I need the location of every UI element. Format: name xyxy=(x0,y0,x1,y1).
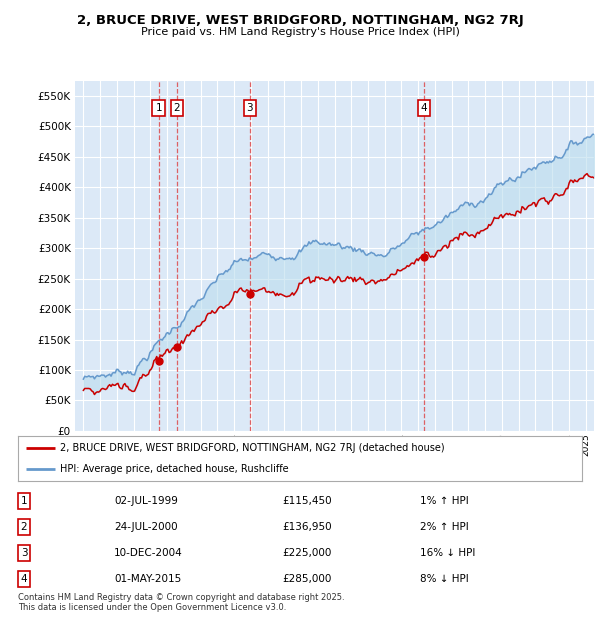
Text: £136,950: £136,950 xyxy=(282,522,332,532)
Text: 2, BRUCE DRIVE, WEST BRIDGFORD, NOTTINGHAM, NG2 7RJ: 2, BRUCE DRIVE, WEST BRIDGFORD, NOTTINGH… xyxy=(77,14,523,27)
Text: £225,000: £225,000 xyxy=(282,548,331,558)
Text: 8% ↓ HPI: 8% ↓ HPI xyxy=(420,574,469,584)
Text: 3: 3 xyxy=(20,548,28,558)
Text: 2: 2 xyxy=(173,103,180,113)
Text: 24-JUL-2000: 24-JUL-2000 xyxy=(114,522,178,532)
Text: HPI: Average price, detached house, Rushcliffe: HPI: Average price, detached house, Rush… xyxy=(60,464,289,474)
Text: 2% ↑ HPI: 2% ↑ HPI xyxy=(420,522,469,532)
Text: 3: 3 xyxy=(247,103,253,113)
Text: 01-MAY-2015: 01-MAY-2015 xyxy=(114,574,181,584)
Text: 02-JUL-1999: 02-JUL-1999 xyxy=(114,496,178,506)
Text: £285,000: £285,000 xyxy=(282,574,331,584)
Text: 1: 1 xyxy=(20,496,28,506)
Text: 16% ↓ HPI: 16% ↓ HPI xyxy=(420,548,475,558)
Text: 1% ↑ HPI: 1% ↑ HPI xyxy=(420,496,469,506)
Text: Price paid vs. HM Land Registry's House Price Index (HPI): Price paid vs. HM Land Registry's House … xyxy=(140,27,460,37)
Text: 4: 4 xyxy=(421,103,427,113)
Text: 4: 4 xyxy=(20,574,28,584)
Text: 2, BRUCE DRIVE, WEST BRIDGFORD, NOTTINGHAM, NG2 7RJ (detached house): 2, BRUCE DRIVE, WEST BRIDGFORD, NOTTINGH… xyxy=(60,443,445,453)
Text: 10-DEC-2004: 10-DEC-2004 xyxy=(114,548,183,558)
Text: £115,450: £115,450 xyxy=(282,496,332,506)
Text: Contains HM Land Registry data © Crown copyright and database right 2025.
This d: Contains HM Land Registry data © Crown c… xyxy=(18,593,344,612)
Text: 2: 2 xyxy=(20,522,28,532)
Text: 1: 1 xyxy=(155,103,162,113)
